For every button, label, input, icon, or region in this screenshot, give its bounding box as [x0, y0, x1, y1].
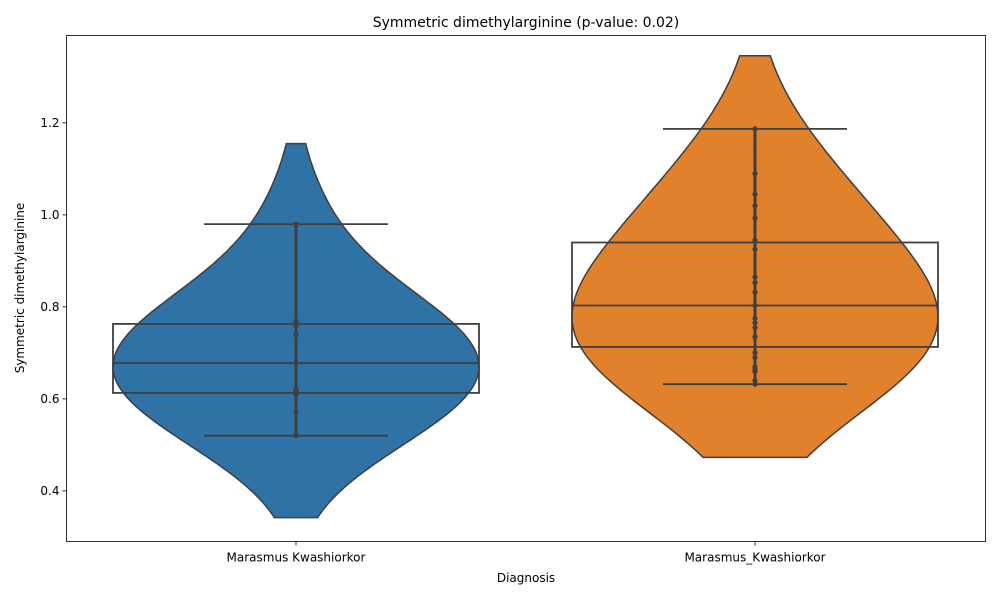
plot-frame	[66, 35, 986, 542]
y-tick-label: 1.0	[40, 208, 59, 222]
data-point	[293, 318, 299, 324]
x-axis: Marasmus Kwashiorkor Marasmus_Kwashiorkor	[227, 541, 826, 565]
data-point	[752, 246, 758, 252]
x-tick-label: Marasmus Kwashiorkor	[227, 551, 366, 565]
data-point	[752, 126, 758, 132]
data-point	[752, 215, 758, 221]
y-tick-label: 1.2	[40, 116, 59, 130]
data-point	[752, 320, 758, 326]
violin-group	[112, 142, 480, 519]
data-point	[293, 410, 299, 416]
data-point	[293, 221, 299, 227]
chart-title: Symmetric dimethylarginine (p-value: 0.0…	[373, 15, 680, 31]
data-point	[752, 325, 758, 331]
data-point	[752, 289, 758, 295]
data-point	[752, 354, 758, 361]
data-point	[752, 274, 758, 280]
data-point	[752, 334, 758, 340]
data-point	[752, 381, 758, 387]
violin-group	[571, 54, 939, 459]
y-axis-label: Symmetric dimethylarginine	[13, 203, 27, 374]
y-tick-label: 0.4	[40, 484, 59, 498]
data-point	[293, 387, 299, 393]
data-point	[752, 302, 758, 309]
x-axis-label: Diagnosis	[497, 571, 555, 585]
y-tick-label: 0.6	[40, 392, 59, 406]
data-point	[752, 203, 758, 209]
data-point	[293, 360, 299, 366]
data-point	[752, 315, 758, 321]
data-point	[752, 377, 758, 384]
data-point	[752, 350, 758, 356]
x-tick-label: Marasmus_Kwashiorkor	[684, 551, 825, 565]
y-axis: 0.4 0.6 0.8 1.0 1.2	[40, 116, 67, 498]
data-point	[752, 237, 758, 243]
data-point	[752, 279, 758, 286]
chart-marks	[112, 54, 939, 519]
data-point	[752, 170, 758, 177]
data-point	[752, 364, 758, 370]
data-point	[293, 331, 299, 338]
y-tick-label: 0.8	[40, 300, 59, 314]
data-point	[293, 433, 299, 439]
data-point	[752, 191, 758, 197]
